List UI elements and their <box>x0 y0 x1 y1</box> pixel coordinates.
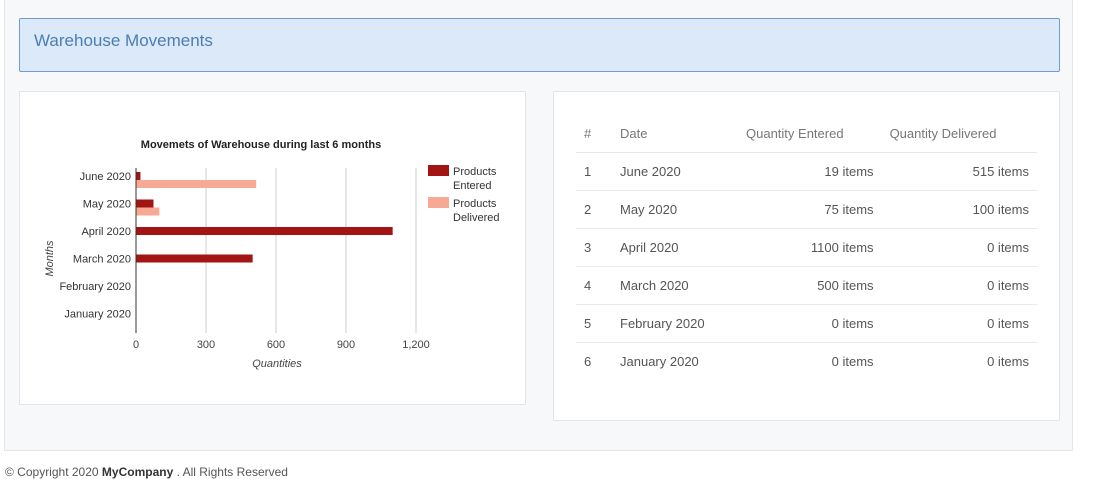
legend-swatch <box>428 197 449 208</box>
bar-entered <box>136 254 253 263</box>
row-date: June 2020 <box>612 152 738 191</box>
table-row: 5 February 2020 0 items 0 items <box>576 304 1037 343</box>
row-delivered: 515 items <box>881 152 1037 191</box>
bar-delivered <box>136 207 160 216</box>
table-row: 2 May 2020 75 items 100 items <box>576 190 1037 229</box>
legend-swatch <box>428 165 449 176</box>
row-date: February 2020 <box>612 304 738 343</box>
row-entered: 75 items <box>738 190 882 229</box>
legend-label: Products Delivered <box>453 198 499 224</box>
footer-copyright: © Copyright 2020 <box>5 465 102 479</box>
y-tick-label: April 2020 <box>81 226 131 238</box>
x-tick-label: 900 <box>337 339 355 351</box>
movements-bar-chart: Movemets of Warehouse during last 6 mont… <box>44 139 499 370</box>
table-card: # Date Quantity Entered Quantity Deliver… <box>553 91 1060 421</box>
x-tick-label: 300 <box>197 339 215 351</box>
row-index: 6 <box>584 354 592 369</box>
row-index: 2 <box>576 190 612 229</box>
row-delivered: 0 items <box>881 304 1037 343</box>
row-date: January 2020 <box>620 354 699 369</box>
col-header-date: Date <box>612 114 738 153</box>
bar-entered <box>136 227 393 235</box>
x-tick-label: 0 <box>133 339 139 351</box>
footer: © Copyright 2020 MyCompany . All Rights … <box>5 465 288 479</box>
page-header: Warehouse Movements <box>19 18 1060 72</box>
row-date: April 2020 <box>612 228 738 267</box>
movements-table: # Date Quantity Entered Quantity Deliver… <box>576 114 1037 380</box>
col-header-index: # <box>576 114 612 153</box>
row-delivered: 100 items <box>881 190 1037 229</box>
table-row: 1 June 2020 19 items 515 items <box>576 152 1037 191</box>
bar-entered <box>136 199 154 208</box>
table-header-row: # Date Quantity Entered Quantity Deliver… <box>576 114 1037 153</box>
row-delivered: 0 items <box>987 354 1029 369</box>
row-delivered: 0 items <box>881 266 1037 305</box>
row-entered: 0 items <box>738 304 882 343</box>
row-index: 1 <box>576 152 612 191</box>
footer-rights: . All Rights Reserved <box>173 465 288 479</box>
row-index: 4 <box>576 266 612 305</box>
table-row: 4 March 2020 500 items 0 items <box>576 266 1037 305</box>
row-delivered: 0 items <box>881 228 1037 267</box>
row-index: 3 <box>576 228 612 267</box>
x-tick-label: 600 <box>267 339 285 351</box>
row-date: May 2020 <box>612 190 738 229</box>
row-entered: 0 items <box>831 354 874 369</box>
page-title: Warehouse Movements <box>34 31 213 50</box>
y-tick-label: March 2020 <box>73 254 131 266</box>
y-axis-label: Months <box>44 240 56 277</box>
table-row: 3 April 2020 1100 items 0 items <box>576 228 1037 267</box>
y-tick-label: June 2020 <box>80 171 131 183</box>
legend-label: Products Entered <box>453 166 497 192</box>
chart-title: Movemets of Warehouse during last 6 mont… <box>141 139 381 151</box>
x-axis-label: Quantities <box>252 358 302 370</box>
bar-entered <box>136 172 141 180</box>
y-tick-label: May 2020 <box>83 199 131 211</box>
y-tick-label: January 2020 <box>64 309 131 321</box>
col-header-delivered: Quantity Delivered <box>881 114 1037 153</box>
table-row: 6 January 2020 0 items 0 items <box>576 343 1037 381</box>
footer-company-link[interactable]: MyCompany <box>101 465 174 479</box>
y-tick-label: February 2020 <box>59 281 131 293</box>
bar-delivered <box>136 180 257 188</box>
row-date: March 2020 <box>612 266 738 305</box>
chart-card: Movemets of Warehouse during last 6 mont… <box>19 91 526 405</box>
row-index: 5 <box>576 304 612 343</box>
row-entered: 500 items <box>738 266 882 305</box>
x-tick-label: 1,200 <box>402 339 430 351</box>
row-entered: 1100 items <box>738 228 882 267</box>
col-header-entered: Quantity Entered <box>738 114 882 153</box>
row-entered: 19 items <box>738 152 882 191</box>
